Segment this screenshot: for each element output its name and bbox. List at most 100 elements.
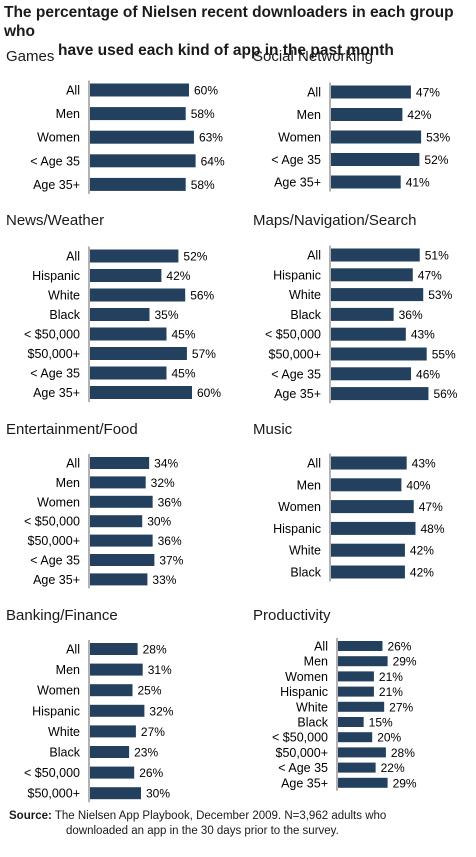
value-label: 47% (416, 86, 440, 100)
value-label: 21% (379, 685, 403, 699)
bar (331, 248, 420, 262)
value-label: 48% (420, 522, 444, 536)
bar (331, 500, 414, 514)
category-label: < Age 35 (30, 367, 80, 381)
category-label: White (289, 544, 321, 558)
category-label: Black (297, 716, 328, 730)
value-label: 43% (412, 457, 436, 471)
category-label: Hispanic (32, 704, 80, 718)
category-label: < $50,000 (24, 766, 80, 780)
category-label: White (289, 288, 321, 302)
value-label: 37% (159, 554, 183, 568)
source-label: Source: (9, 810, 52, 822)
panel-7: Productivity All 26% Men 29% Women 21% Hispanic… (253, 607, 417, 791)
panel-3: Maps/Navigation/Search All 51% Hispanic 47% W… (253, 212, 458, 404)
panel-title: Banking/Finance (6, 607, 118, 624)
category-label: All (307, 249, 321, 263)
category-label: Hispanic (32, 269, 80, 283)
category-label: < $50,000 (24, 515, 80, 529)
bar (331, 288, 424, 302)
value-label: 42% (166, 269, 190, 283)
value-label: 42% (410, 544, 434, 558)
bar (90, 643, 138, 655)
bar (331, 307, 394, 321)
value-label: 34% (154, 457, 178, 471)
category-label: Black (290, 308, 321, 322)
bar (331, 268, 413, 282)
bar (90, 704, 145, 717)
category-label: Age 35+ (33, 573, 80, 587)
panel-title: Social Networking (253, 48, 373, 65)
category-label: Men (297, 478, 321, 492)
category-label: < Age 35 (30, 554, 80, 568)
value-label: 32% (149, 704, 173, 718)
panel-title: Games (6, 48, 54, 65)
panel-title: Entertainment/Food (6, 421, 138, 438)
bar (331, 85, 411, 99)
value-label: 15% (369, 716, 393, 730)
bar (90, 347, 187, 360)
bar (90, 327, 167, 341)
category-label: Men (56, 476, 80, 490)
bar (90, 766, 135, 779)
chart-title: The percentage of Nielsen recent downloa… (4, 3, 472, 60)
category-label: Age 35+ (33, 386, 80, 400)
value-label: 43% (411, 328, 435, 342)
value-label: 36% (158, 495, 182, 509)
bar (338, 747, 386, 758)
value-label: 53% (428, 288, 452, 302)
category-label: $50,000+ (28, 534, 80, 548)
value-label: 41% (406, 176, 430, 190)
bar (331, 456, 407, 470)
bar (331, 565, 405, 579)
category-label: White (296, 700, 328, 714)
category-label: Hispanic (273, 268, 321, 282)
category-label: < $50,000 (24, 328, 80, 342)
category-label: Men (297, 108, 321, 122)
value-label: 53% (426, 131, 450, 145)
category-label: Hispanic (273, 522, 321, 536)
bar (90, 746, 130, 758)
value-label: 56% (190, 289, 214, 303)
category-label: < Age 35 (278, 761, 328, 775)
bar (331, 478, 402, 492)
value-label: 27% (141, 725, 165, 739)
category-label: Women (285, 670, 328, 684)
bar (338, 762, 376, 773)
bar (90, 725, 136, 738)
bar (90, 107, 186, 121)
bar (331, 543, 405, 557)
chart-title-line1: The percentage of Nielsen recent downloa… (4, 4, 454, 40)
bar (338, 717, 364, 727)
bar (331, 347, 427, 361)
category-label: Women (37, 495, 80, 509)
bar (338, 686, 374, 697)
bar (331, 367, 412, 381)
value-label: 28% (143, 643, 167, 657)
panel-0: Games All 60% Men 58% Women 63% < Age 35 64% Age … (6, 48, 225, 194)
category-label: Men (56, 107, 80, 121)
value-label: 21% (379, 670, 403, 684)
bar (90, 663, 143, 676)
bar (331, 130, 422, 144)
bar (90, 534, 153, 547)
category-label: All (66, 643, 80, 657)
category-label: Men (56, 663, 80, 677)
value-label: 55% (432, 348, 456, 362)
source-line1: The Nielsen App Playbook, December 2009.… (54, 810, 387, 822)
panel-5: Music All 43% Men 40% Women 47% Hispanic 48% Whit… (253, 421, 445, 582)
value-label: 36% (158, 534, 182, 548)
category-label: All (307, 457, 321, 471)
category-label: $50,000+ (269, 348, 321, 362)
bar (331, 327, 406, 341)
value-label: 42% (407, 108, 431, 122)
bar (90, 154, 196, 168)
bar (90, 386, 192, 399)
bar (90, 308, 150, 321)
value-label: 26% (387, 640, 411, 654)
category-label: < Age 35 (271, 367, 321, 381)
value-label: 29% (393, 776, 417, 790)
bar (338, 732, 373, 743)
value-label: 33% (152, 573, 176, 587)
category-label: White (48, 289, 80, 303)
